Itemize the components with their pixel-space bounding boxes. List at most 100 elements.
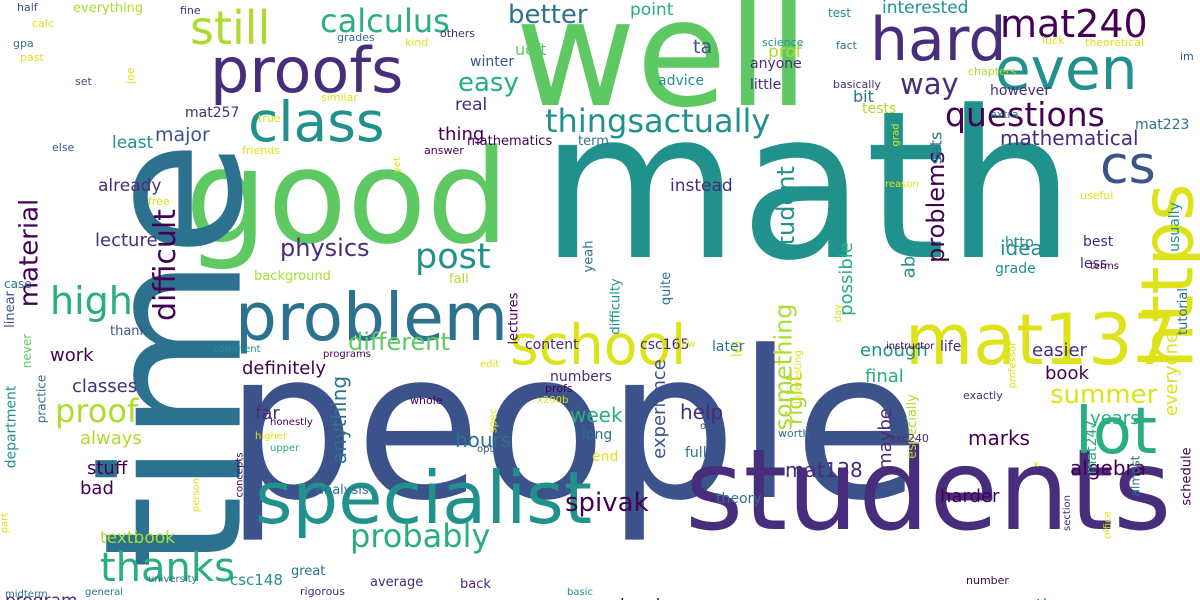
- word-science: science: [762, 36, 804, 49]
- word-level: level: [620, 598, 660, 600]
- word-however: however: [990, 83, 1051, 99]
- word-even: even: [995, 35, 1138, 103]
- word-instructor: instructor: [886, 341, 935, 352]
- word-case: case: [4, 277, 32, 291]
- word-ones: ones: [700, 421, 724, 432]
- word-sets: sets: [926, 131, 946, 165]
- word-programs: programs: [323, 349, 371, 360]
- word-profs: profs: [545, 382, 573, 395]
- word-csc165: csc165: [640, 337, 690, 353]
- word-summer: summer: [1050, 380, 1158, 410]
- word-anything: anything: [327, 375, 352, 465]
- word-whole: whole: [410, 394, 443, 407]
- word-mathematics: mathematics: [467, 134, 553, 149]
- word-idea: idea: [1000, 236, 1043, 260]
- word-marks: marks: [968, 426, 1030, 450]
- word-specialist: specialist: [255, 456, 592, 540]
- word-difficulty: difficulty: [608, 278, 624, 335]
- word-department: department: [3, 385, 20, 469]
- word-free: free: [148, 195, 170, 208]
- word-test: test: [828, 6, 852, 20]
- word-post: post: [415, 237, 491, 277]
- word-usually: usually: [1166, 202, 1183, 252]
- word-edit: edit: [480, 359, 500, 370]
- word-upper: upper: [270, 443, 300, 454]
- word-number: number: [966, 574, 1009, 587]
- word-mat240: mat240: [1000, 2, 1148, 46]
- word-people: people: [225, 308, 920, 546]
- word-always: always: [80, 428, 142, 449]
- word-algebra: algebra: [1070, 456, 1146, 480]
- word-set: set: [75, 75, 92, 88]
- word-cs: cs: [1100, 136, 1156, 196]
- word-past: past: [20, 51, 44, 64]
- word-everyone: everyone: [1161, 331, 1183, 417]
- word-fact: fact: [836, 39, 857, 52]
- word-still: still: [190, 1, 271, 55]
- word-easy: easy: [458, 68, 519, 98]
- word-later: later: [712, 339, 745, 355]
- word-less: less: [1080, 256, 1108, 272]
- word-program: program: [5, 593, 78, 600]
- word-spec: spec: [486, 407, 500, 434]
- word-office: office: [1102, 511, 1114, 539]
- word-math: math: [540, 68, 1076, 306]
- word-best: best: [1083, 234, 1114, 250]
- word-week: week: [570, 403, 623, 427]
- word-proofs: proofs: [210, 34, 404, 107]
- word-prof: prof: [768, 42, 802, 62]
- word-advice: advice: [658, 73, 704, 89]
- word-students: students: [685, 426, 1172, 556]
- word-instead: instead: [670, 176, 733, 196]
- word-difficult: difficult: [148, 209, 183, 321]
- word-enough: enough: [860, 340, 928, 361]
- word-interesting: interesting: [792, 350, 804, 404]
- word-section: section: [1062, 494, 1074, 532]
- word-half: half: [17, 1, 38, 14]
- word-im: im: [1180, 50, 1194, 63]
- word-new: new: [675, 339, 696, 350]
- word-grades: grades: [337, 31, 375, 44]
- word-yeah: yeah: [581, 240, 597, 273]
- word-hours: hours: [455, 428, 512, 452]
- word-real: real: [455, 95, 488, 115]
- word-option: option: [477, 444, 509, 455]
- word-high: high: [50, 279, 133, 323]
- word-class: class: [248, 90, 385, 154]
- word-analysis: analysis: [316, 483, 369, 498]
- word-joe: joe: [123, 67, 137, 84]
- word-tests: tests: [862, 101, 897, 117]
- word-else: else: [52, 141, 75, 154]
- word-x: x: [1033, 459, 1039, 470]
- word-basic: basic: [567, 587, 593, 598]
- word-school: school: [510, 313, 687, 377]
- word-probably: probably: [350, 517, 491, 555]
- word-concepts: concepts: [234, 452, 246, 498]
- word-questions: questions: [945, 95, 1105, 134]
- word-able: able: [898, 239, 920, 279]
- word-far: far: [255, 403, 280, 424]
- word-honestly: honestly: [270, 417, 313, 428]
- word-life: life: [940, 339, 962, 355]
- word-lecture: lecture: [95, 230, 158, 251]
- word-numbers: numbers: [550, 369, 612, 385]
- word-thingsactually: thingsactually: [545, 102, 771, 140]
- word-linear: linear: [2, 291, 18, 328]
- word-bad: bad: [80, 478, 114, 499]
- word-calculus: calculus: [320, 2, 450, 40]
- word-part: part: [0, 512, 11, 534]
- word-lot: lot: [1075, 395, 1158, 469]
- word-worth: worth: [778, 427, 810, 440]
- word-higher: higher: [255, 431, 288, 442]
- word-everything: everything: [73, 1, 144, 16]
- word-chapters: chapters: [968, 65, 1017, 78]
- word-thing: thing: [438, 124, 485, 145]
- word-terms: terms: [1090, 261, 1119, 272]
- word-exactly: exactly: [963, 389, 1003, 402]
- word-way: way: [900, 67, 959, 101]
- word-extra: extra: [990, 108, 1019, 121]
- word-mat223: mat223: [1135, 117, 1190, 133]
- word-grad: grad: [890, 123, 902, 147]
- word-fine: fine: [180, 4, 201, 17]
